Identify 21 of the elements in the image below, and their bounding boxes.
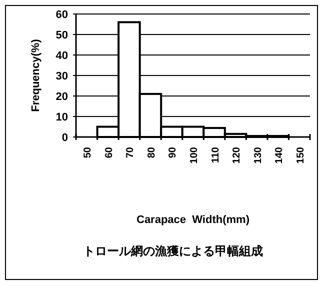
y-tick-label: 0 bbox=[62, 132, 68, 144]
text: トロール網の漁獲による甲幅組成 bbox=[83, 244, 263, 258]
x-tick-label: 50 bbox=[82, 146, 94, 158]
y-tick-label: 40 bbox=[56, 50, 68, 62]
y-tick-label: 30 bbox=[56, 70, 68, 82]
x-tick-label: 90 bbox=[168, 146, 179, 158]
x-tick-label: 70 bbox=[125, 146, 136, 158]
x-tick-label: 100 bbox=[189, 146, 200, 164]
x-tick-label: 110 bbox=[210, 146, 222, 164]
y-tick-label: 60 bbox=[56, 9, 68, 21]
y-tick-label: 10 bbox=[56, 112, 68, 124]
x-axis-title: Carapace Width(mm) bbox=[136, 214, 250, 226]
x-tick-label: 120 bbox=[232, 146, 243, 164]
x-tick-label: 140 bbox=[274, 146, 286, 164]
y-tick-label: 50 bbox=[56, 30, 68, 42]
x-tick-label: 150 bbox=[295, 146, 306, 164]
y-axis-title: Frequency(%) bbox=[30, 38, 42, 112]
x-tick-label: 130 bbox=[252, 146, 264, 164]
y-tick-label: 20 bbox=[56, 91, 68, 103]
x-tick-label: 60 bbox=[104, 146, 115, 158]
x-tick-label: 80 bbox=[146, 146, 158, 158]
